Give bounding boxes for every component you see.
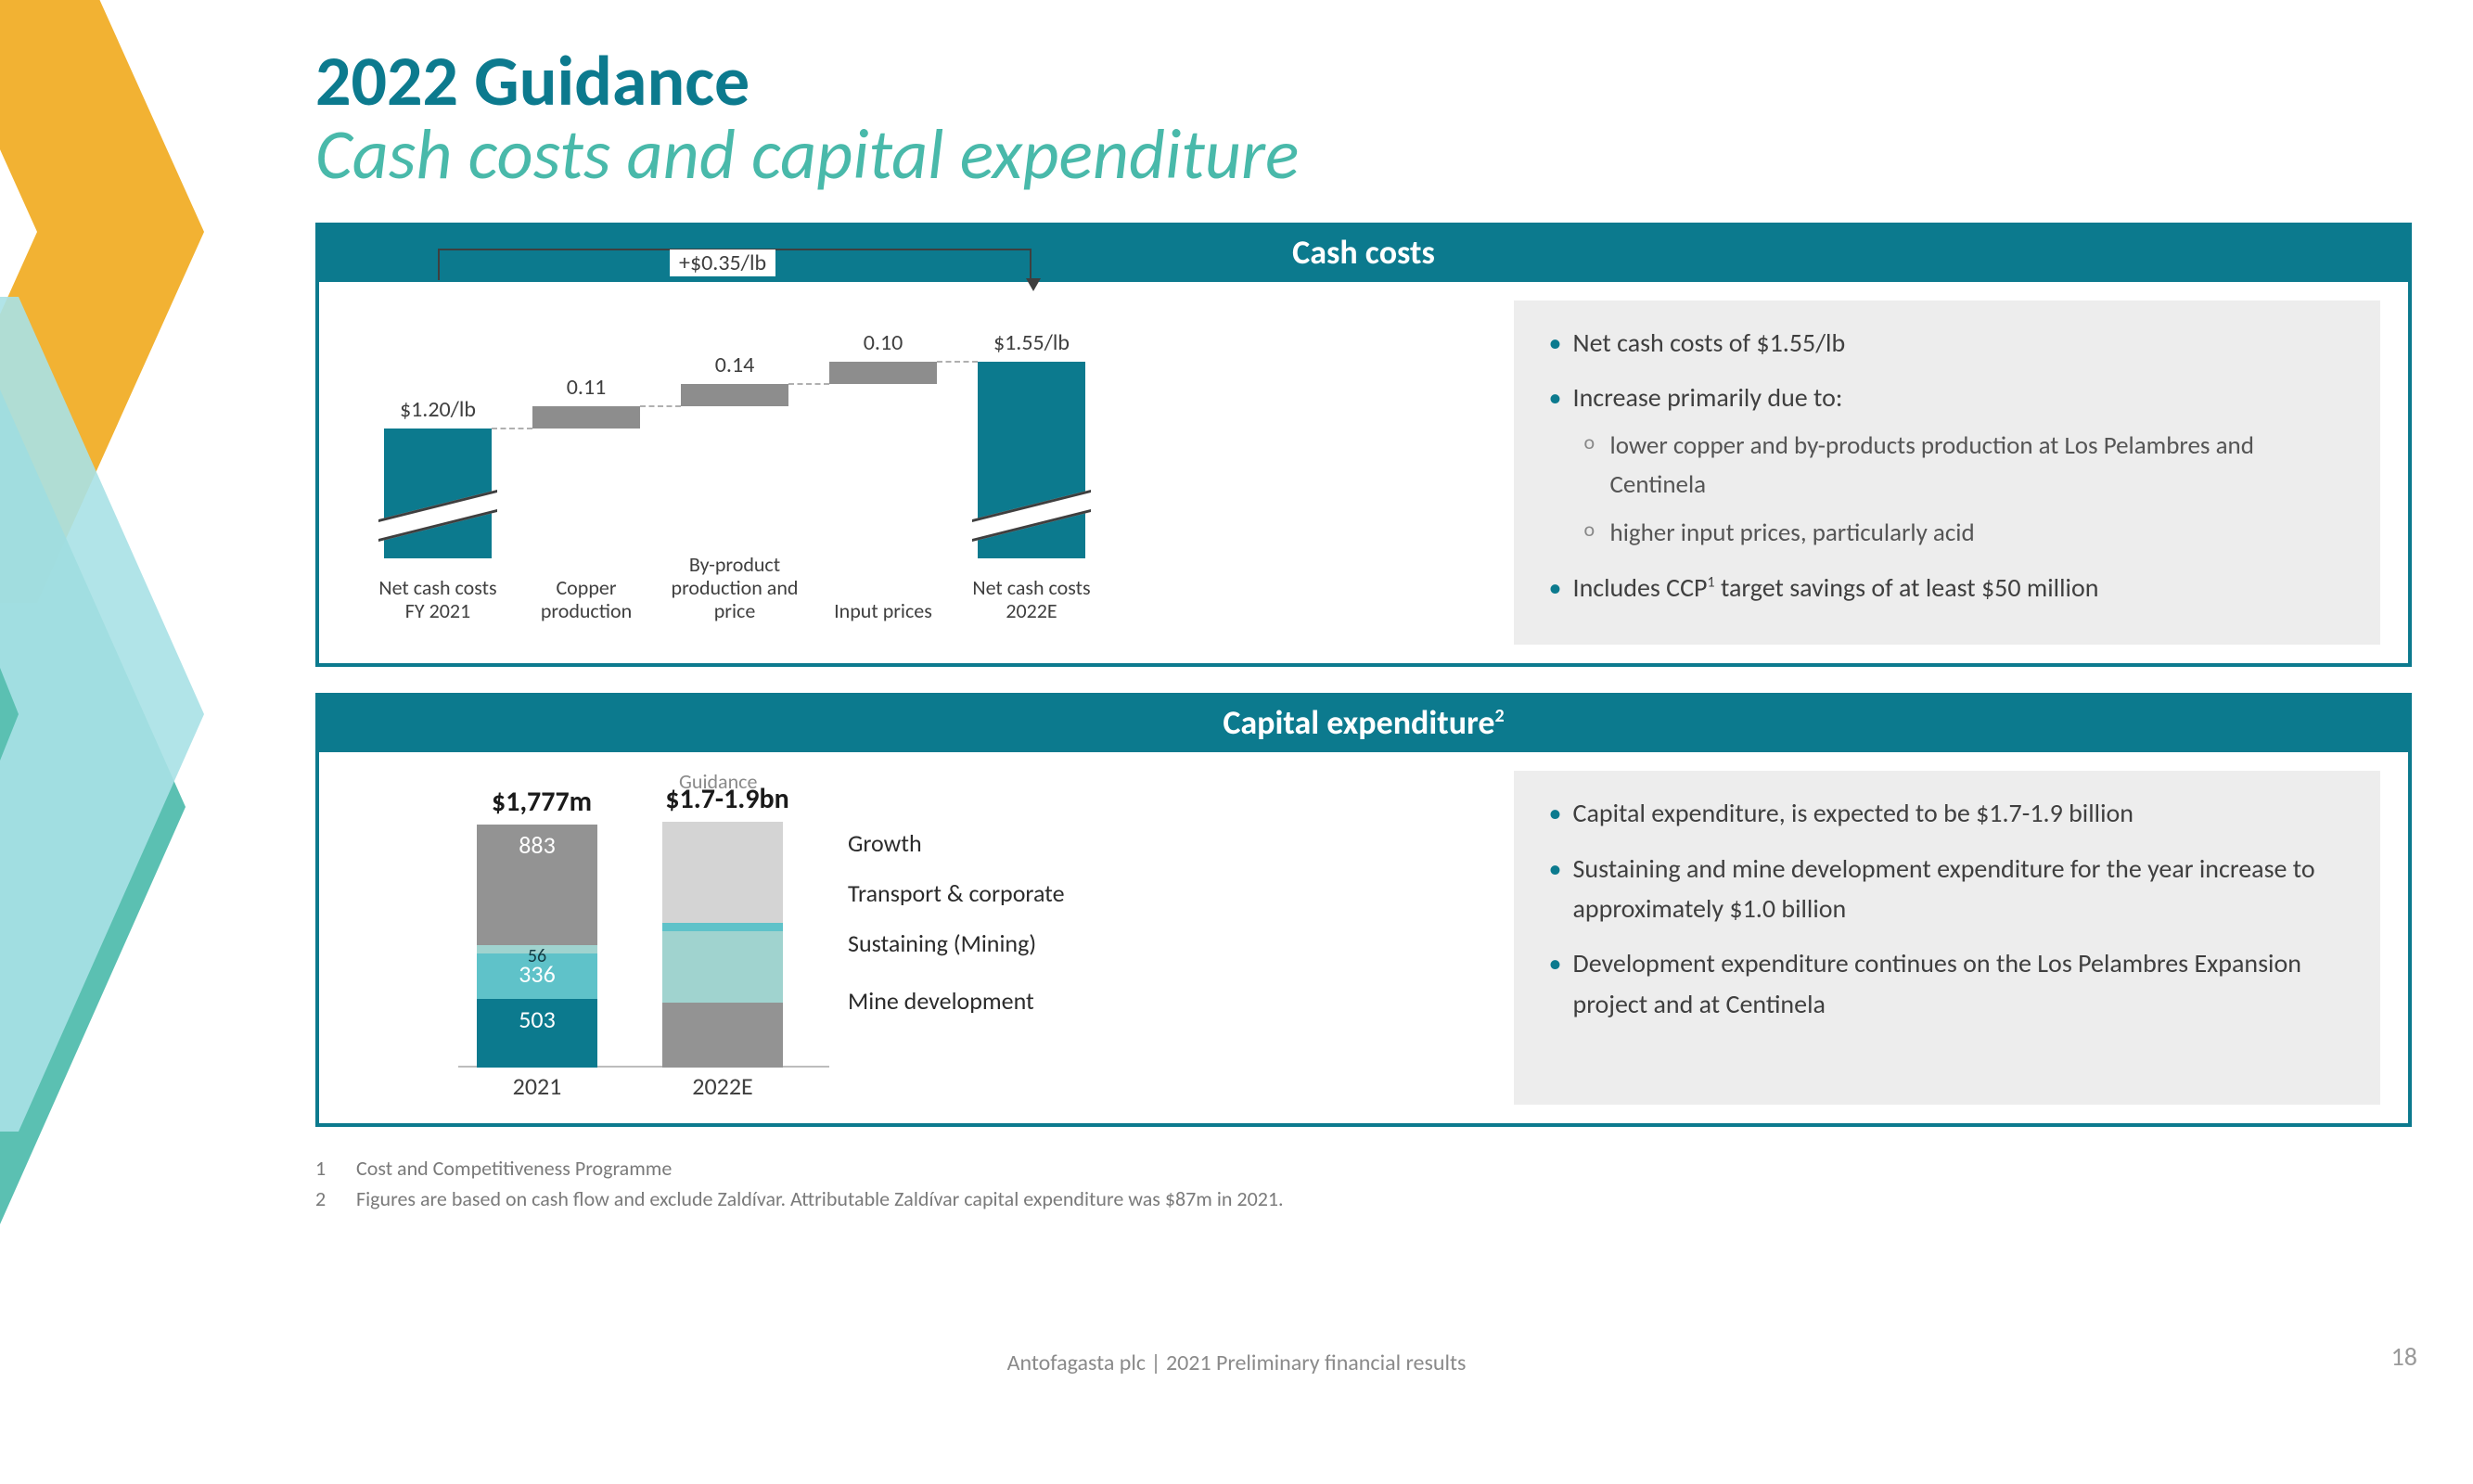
- stack-x-label: 2021: [477, 1071, 597, 1101]
- capex-panel: Capital expenditure2 Guidance88356336503…: [315, 693, 2412, 1127]
- cash-costs-panel: Cash costs $1.20/lbNet cash costs FY 202…: [315, 223, 2412, 668]
- waterfall-connector: [640, 405, 681, 407]
- stacked-segment: 56: [477, 945, 597, 953]
- sub-bullet: lower copper and by-products production …: [1573, 427, 2352, 505]
- stacked-segment: [662, 931, 783, 1003]
- stacked-segment: 883: [477, 825, 597, 945]
- capex-bullets: Capital expenditure, is expected to be $…: [1514, 771, 2380, 1105]
- waterfall-pillar: [384, 429, 492, 558]
- footnote-2: Figures are based on cash flow and exclu…: [356, 1183, 1284, 1214]
- footer-text: Antofagasta plc | 2021 Preliminary finan…: [0, 1350, 2473, 1376]
- waterfall-connector: [937, 361, 978, 363]
- legend-item: Mine development: [848, 986, 1034, 1016]
- bullet: Development expenditure continues on the…: [1542, 943, 2352, 1024]
- decorative-chevrons: [0, 0, 278, 1484]
- stack-x-label: 2022E: [662, 1071, 783, 1101]
- bullet: Increase primarily due to: lower copper …: [1542, 377, 2352, 553]
- waterfall-connector: [492, 428, 532, 429]
- waterfall-chart: $1.20/lb Net cash costs FY 2021 0.11 Copper…: [347, 301, 1486, 646]
- footnotes: 1Cost and Competitiveness Programme 2Fig…: [315, 1153, 2412, 1214]
- segment-value-label: 503: [477, 1004, 597, 1034]
- waterfall-value-label: $1.55/lb: [959, 329, 1104, 356]
- stacked-segment: [662, 923, 783, 931]
- stacked-column: [662, 822, 783, 1068]
- stacked-segment: 503: [477, 999, 597, 1068]
- stacked-segment: 336: [477, 953, 597, 1000]
- bullet: Sustaining and mine development expendit…: [1542, 849, 2352, 929]
- waterfall-category-label: Net cash costs FY 2021: [368, 576, 507, 623]
- waterfall-step: [829, 362, 937, 384]
- page-subtitle: Cash costs and capital expenditure: [315, 117, 2412, 195]
- legend-item: Growth: [848, 828, 922, 858]
- waterfall-step: [532, 406, 640, 429]
- waterfall-value-label: 0.14: [662, 352, 807, 378]
- waterfall-category-label: Input prices: [814, 599, 953, 622]
- waterfall-net-change-label: +$0.35/lb: [670, 249, 775, 276]
- arrow-down-icon: [1026, 278, 1041, 291]
- legend-item: Transport & corporate: [848, 878, 1065, 908]
- bullet: Capital expenditure, is expected to be $…: [1542, 793, 2352, 833]
- capex-header: Capital expenditure2: [319, 693, 2408, 752]
- segment-value-label: 883: [477, 830, 597, 860]
- waterfall-category-label: Copper production: [517, 576, 656, 623]
- cash-costs-bullets: Net cash costs of $1.55/lb Increase prim…: [1514, 301, 2380, 646]
- stacked-segment: [662, 1003, 783, 1068]
- sub-bullet: higher input prices, particularly acid: [1573, 514, 2352, 553]
- stacked-bar-chart: Guidance88356336503$1,777m2021$1.7-1.9bn…: [347, 771, 1486, 1105]
- waterfall-value-label: 0.11: [514, 374, 659, 401]
- waterfall-category-label: Net cash costs 2022E: [962, 576, 1101, 623]
- footnote-1: Cost and Competitiveness Programme: [356, 1153, 672, 1183]
- waterfall-value-label: $1.20/lb: [365, 396, 510, 423]
- stack-total-label: $1,777m: [468, 785, 616, 819]
- waterfall-step: [681, 384, 788, 406]
- stack-total-label: $1.7-1.9bn: [653, 782, 801, 816]
- segment-value-label: 336: [477, 959, 597, 989]
- stacked-column: 883 56 336 503: [477, 825, 597, 1068]
- legend-item: Sustaining (Mining): [848, 928, 1036, 958]
- page-title: 2022 Guidance: [315, 46, 2412, 117]
- waterfall-category-label: By-product production and price: [665, 553, 804, 623]
- bullet: Includes CCP1 target savings of at least…: [1542, 568, 2352, 608]
- waterfall-connector: [788, 383, 829, 385]
- stacked-segment: [662, 822, 783, 923]
- page-number: 18: [2391, 1340, 2417, 1373]
- bullet: Net cash costs of $1.55/lb: [1542, 323, 2352, 363]
- waterfall-value-label: 0.10: [811, 329, 955, 356]
